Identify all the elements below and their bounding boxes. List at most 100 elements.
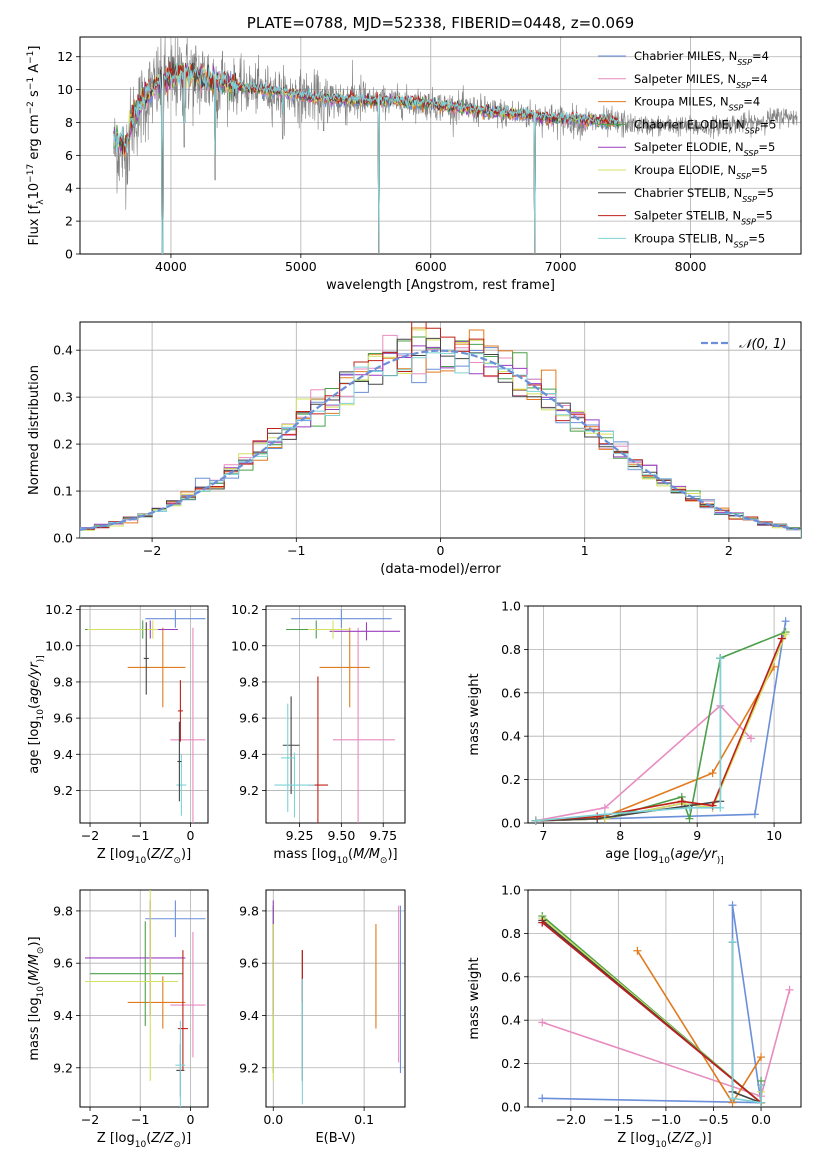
mass-age-errorbar — [281, 703, 295, 813]
spectrum-title: PLATE=0788, MJD=52338, FIBERID=0448, z=0… — [247, 14, 634, 32]
residuals-ytick-label: 0.4 — [53, 343, 73, 358]
label-part: M/M — [27, 954, 42, 981]
z-mass-ytick-label: 9.8 — [53, 903, 73, 918]
z-mass-xlabel: Z [log10(Z/Z⊙)] — [97, 1131, 191, 1150]
ebv-mass-ytick-label: 9.6 — [239, 956, 259, 971]
spectrum-ylabel: Flux [fλ10−17 erg cm−2 s−1 A−1] — [26, 46, 46, 246]
z-age-errorbar — [145, 609, 206, 628]
label-part: age [log — [605, 847, 658, 862]
legend-entry-suffix: =5 — [756, 209, 773, 223]
legend-entry: Salpeter ELODIE, NSSP=5 — [634, 140, 775, 158]
mass-age-errorbar — [319, 627, 370, 708]
z-weight-marker — [538, 1094, 547, 1103]
z-weight-marker — [757, 1098, 766, 1107]
legend-entry-prefix: Kroupa ELODIE, N — [634, 163, 736, 177]
z-weight-grid — [528, 889, 801, 1108]
z-weight-ytick-label: 1.0 — [501, 883, 521, 898]
legend-entry-prefix: Salpeter MILES, N — [634, 72, 736, 86]
mass-age-ytick-label: 9.2 — [239, 783, 259, 798]
label-part: )] — [181, 1131, 191, 1146]
ebv-mass-xlabel: E(B-V) — [315, 1131, 355, 1146]
z-age-ytick-label: 9.6 — [53, 711, 73, 726]
ebv-mass-xtick-label: 0.0 — [263, 1112, 283, 1127]
age-weight-series-line — [535, 638, 783, 822]
legend-entry: Chabrier MILES, NSSP=4 — [634, 49, 769, 67]
legend-entry-suffix: =4 — [752, 49, 769, 63]
spectrum-model-line — [113, 62, 620, 254]
age-weight-series-line — [535, 631, 786, 822]
z-age-ytick-label: 10.0 — [45, 638, 73, 653]
spectrum-xtick-label: 8000 — [675, 259, 707, 274]
legend-entry-prefix: Chabrier STELIB, N — [634, 186, 742, 200]
label-part: ( — [27, 704, 42, 709]
label-part: )] — [181, 847, 191, 862]
label-part: ⊙ — [694, 1140, 702, 1150]
age-weight-marker — [716, 803, 725, 812]
ebv-mass-xtick-label: 0.1 — [354, 1112, 374, 1127]
spectrum-ytick-label: 12 — [57, 49, 73, 64]
label-part: λ — [36, 199, 46, 205]
z-mass-errorbar — [170, 931, 206, 1058]
z-weight-marker — [728, 938, 737, 947]
mass-age-frame — [265, 605, 406, 824]
spectrum-ytick-label: 10 — [57, 82, 73, 97]
z-age-axes: −2 −1 09.29.49.69.810.010.2Z [log10(Z/Z⊙)]… — [27, 602, 209, 866]
residuals-xlabel: (data-model)/error — [380, 562, 501, 577]
z-mass-xtick-label: −2 — [81, 1112, 99, 1127]
label-part: ( — [146, 847, 151, 862]
mass-age-grid — [266, 606, 405, 823]
z-age-xtick-label: −2 — [81, 828, 99, 843]
z-weight-marker — [785, 985, 794, 994]
age-weight-marker — [708, 769, 717, 778]
spectrum-xlabel: wavelength [Angstrom, rest frame] — [326, 278, 555, 293]
residuals-ytick-label: 0.1 — [53, 484, 73, 499]
z-weight-marker — [538, 1018, 547, 1027]
residuals-legend-label: 𝒩(0, 1) — [739, 337, 786, 352]
z-weight-ytick-label: 0.6 — [501, 969, 521, 984]
label-part: 10 — [36, 986, 46, 998]
label-part: A — [27, 64, 42, 77]
label-part: ( — [146, 1131, 151, 1146]
age-weight-marker — [677, 797, 686, 806]
age-weight-marker — [781, 617, 790, 626]
label-part: s — [27, 90, 42, 101]
spectrum-model-line — [113, 66, 620, 254]
legend-entry: Kroupa STELIB, NSSP=5 — [634, 231, 765, 249]
label-part: 10 — [135, 1140, 147, 1150]
label-part: 10 — [36, 709, 46, 721]
spectrum-model-line — [113, 62, 619, 254]
spectrum-model-line — [113, 62, 620, 254]
z-age-ytick-label: 9.2 — [53, 783, 73, 798]
z-age-errorbar — [170, 627, 206, 823]
legend-entry-suffix: =5 — [758, 140, 775, 154]
ebv-mass-grid — [266, 890, 405, 1107]
age-weight-ytick-label: 0.8 — [501, 642, 521, 657]
mass-age-ytick-label: 9.6 — [239, 711, 259, 726]
mass-age-xtick-label: 9.25 — [286, 828, 314, 843]
legend-entry-prefix: Salpeter STELIB, N — [634, 209, 741, 223]
spectrum-xtick-label: 6000 — [415, 259, 447, 274]
z-mass-xtick-label: −1 — [131, 1112, 149, 1127]
z-weight-frame — [527, 889, 802, 1108]
label-part: −1 — [26, 51, 36, 64]
z-weight-ylabel: mass weight — [467, 957, 482, 1039]
label-part: )] — [702, 1131, 712, 1146]
z-age-frame — [79, 605, 209, 824]
z-mass-errorbar — [177, 950, 188, 1071]
mass-age-errorbar — [307, 620, 350, 639]
legend-entry: Chabrier STELIB, NSSP=5 — [634, 186, 774, 204]
age-weight-grid — [528, 605, 801, 824]
age-weight-ytick-label: 0.4 — [501, 729, 521, 744]
label-part: −1 — [26, 77, 36, 90]
legend-entry-sub: SSP — [741, 217, 756, 226]
z-weight-marker — [757, 1081, 766, 1090]
mass-age-axes: 9.25 9.50 9.75 9.2 9.4 9.6 9.8 10.0 10.2 mass [lo… — [231, 602, 406, 866]
z-mass-ytick-label: 9.6 — [53, 956, 73, 971]
z-weight-marker — [538, 918, 547, 927]
label-part: mass [log — [27, 997, 42, 1060]
z-weight-xtick-label: −2.0 — [556, 1112, 586, 1127]
spectrum-model-line — [113, 56, 619, 254]
legend-entry-prefix: Chabrier ELODIE, N — [634, 117, 745, 131]
legend-entry: Kroupa ELODIE, NSSP=5 — [634, 163, 768, 181]
